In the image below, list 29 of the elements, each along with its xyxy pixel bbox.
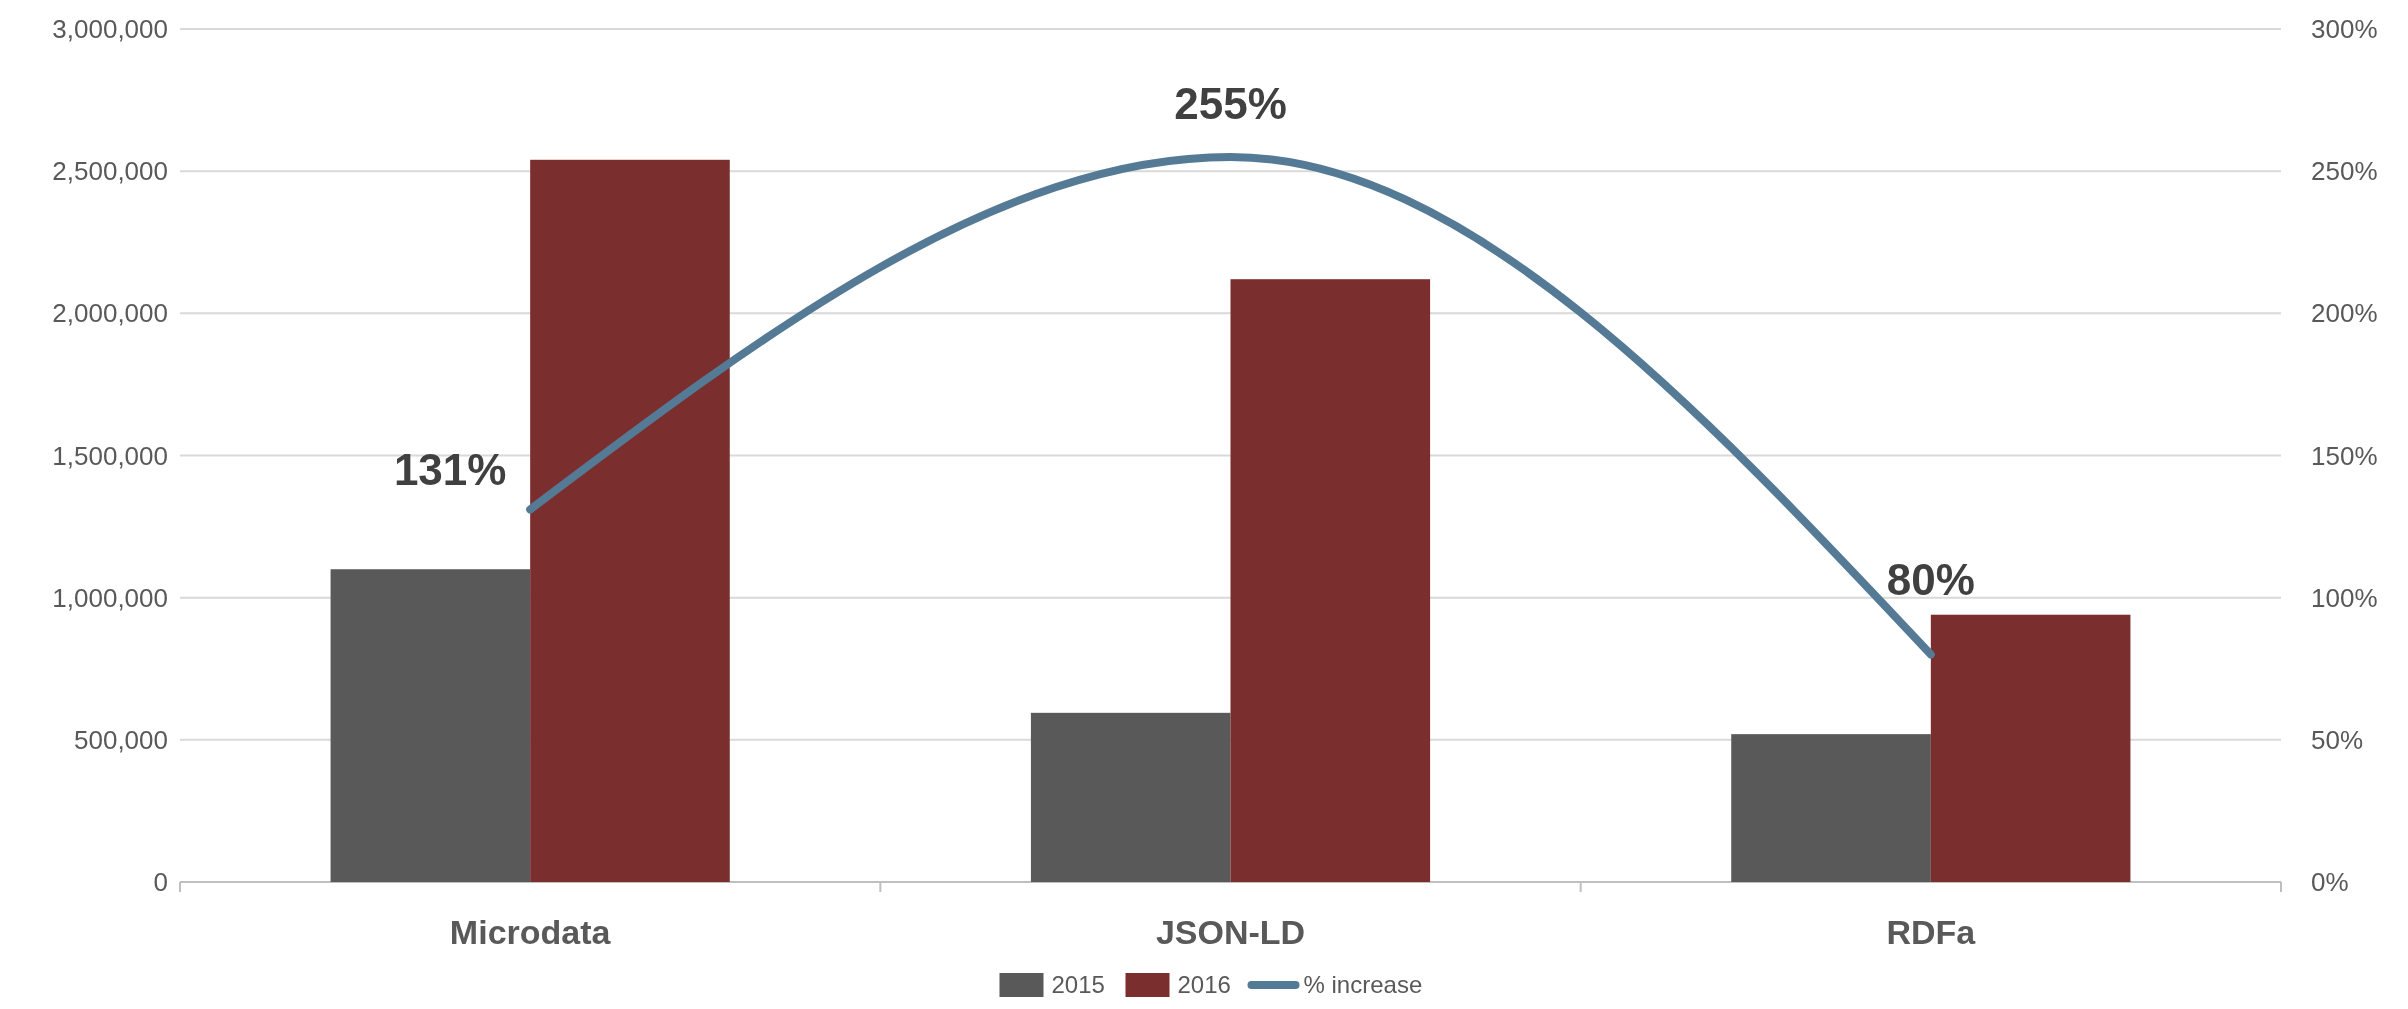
y-tick-label: 3,000,000 bbox=[52, 14, 168, 45]
y2-tick-label: 0% bbox=[2311, 867, 2349, 898]
legend-label: 2016 bbox=[1177, 971, 1231, 998]
x-tick-label: RDFa bbox=[1886, 913, 1977, 951]
y-tick-label: 2,500,000 bbox=[52, 156, 168, 187]
y-tick-label: 0 bbox=[153, 867, 168, 898]
bar bbox=[1731, 734, 1931, 882]
data-label: 80% bbox=[1886, 554, 1975, 604]
y-tick-label: 1,000,000 bbox=[52, 582, 168, 613]
y2-tick-label: 50% bbox=[2311, 724, 2364, 755]
y2-tick-label: 200% bbox=[2311, 298, 2378, 329]
legend-label: 2015 bbox=[1051, 971, 1105, 998]
bar bbox=[530, 159, 730, 882]
bar bbox=[330, 569, 531, 882]
data-label: 255% bbox=[1174, 78, 1287, 128]
bar bbox=[1930, 614, 2131, 882]
bar bbox=[1230, 279, 1431, 882]
x-tick-label: Microdata bbox=[449, 913, 612, 951]
bar bbox=[1030, 712, 1231, 882]
y-tick-label: 500,000 bbox=[74, 724, 168, 755]
y-tick-label: 1,500,000 bbox=[52, 440, 168, 471]
y2-tick-label: 150% bbox=[2311, 440, 2378, 471]
legend-label: % increase bbox=[1303, 971, 1423, 998]
y2-tick-label: 250% bbox=[2311, 156, 2378, 187]
x-tick-label: JSON-LD bbox=[1155, 913, 1306, 951]
data-label: 131% bbox=[393, 444, 507, 494]
y2-tick-label: 100% bbox=[2311, 582, 2378, 613]
y2-tick-label: 300% bbox=[2311, 14, 2378, 45]
y-tick-label: 2,000,000 bbox=[52, 298, 168, 329]
